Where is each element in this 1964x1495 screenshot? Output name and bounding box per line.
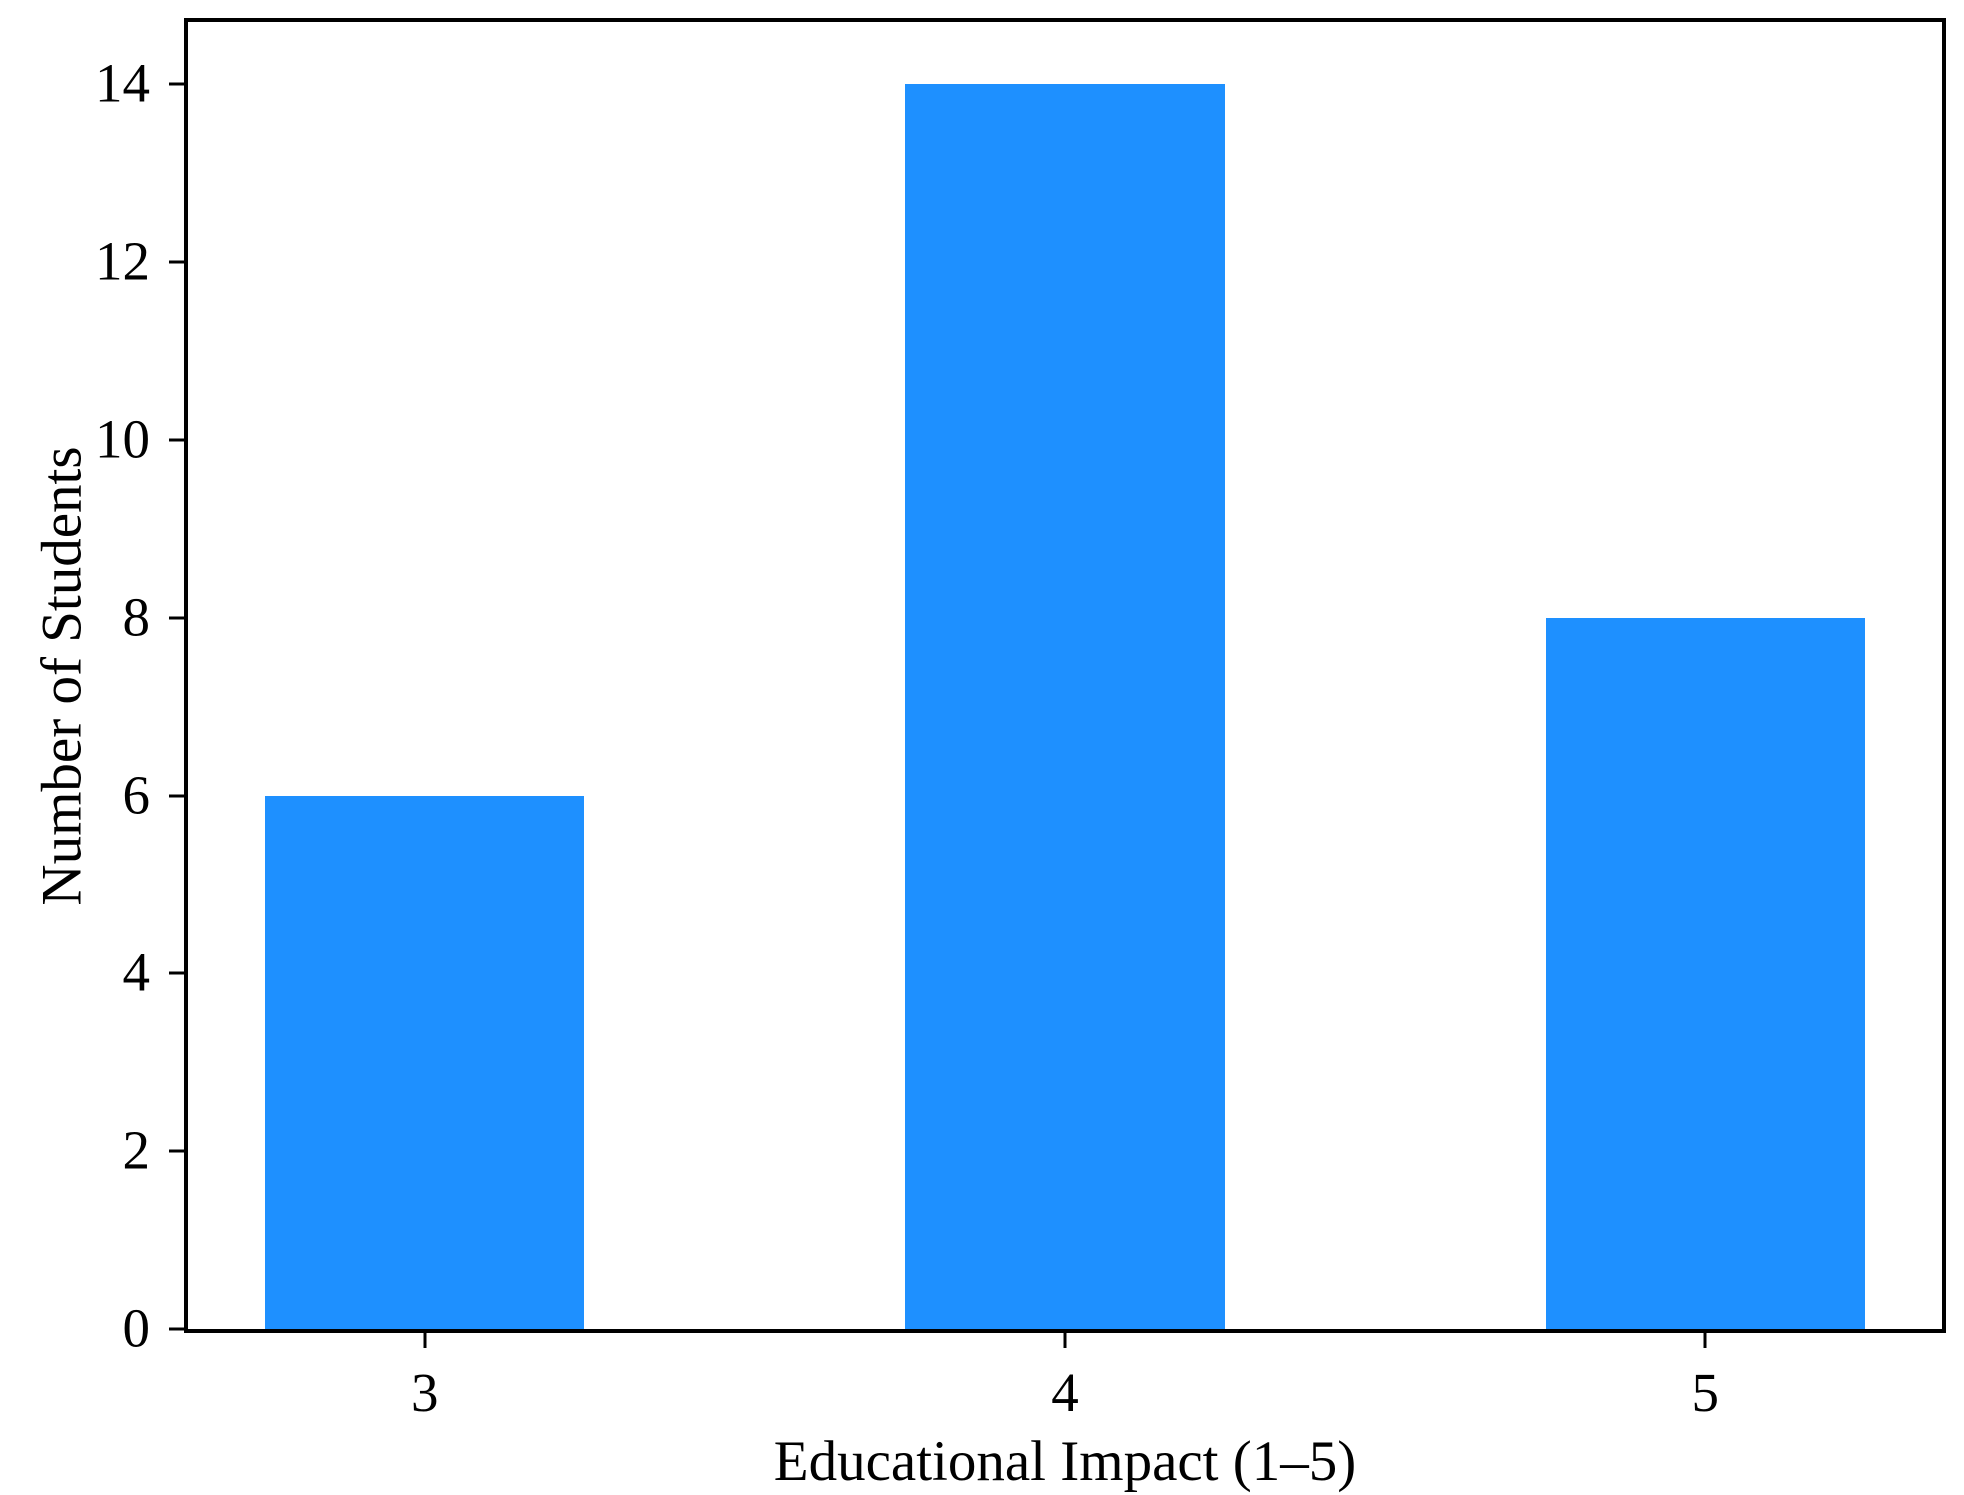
y-tick-label: 12 xyxy=(95,230,150,292)
y-tick-mark xyxy=(169,82,184,86)
x-tick-mark xyxy=(1063,1333,1067,1348)
y-tick-mark xyxy=(169,1149,184,1153)
bar-category-4 xyxy=(905,84,1225,1329)
y-tick-mark xyxy=(169,260,184,264)
y-tick-mark xyxy=(169,794,184,798)
y-tick-label: 0 xyxy=(122,1297,151,1359)
plot-area: Educational Impact (1–5) 0 2 4 6 8 10 12 14 3 4 5 xyxy=(95,22,1942,1490)
y-tick-label: 10 xyxy=(95,408,150,470)
y-tick-label: 4 xyxy=(122,941,151,1003)
x-tick-mark xyxy=(423,1333,427,1348)
x-tick-mark xyxy=(1703,1333,1707,1348)
y-tick-mark xyxy=(169,971,184,975)
y-tick-mark xyxy=(169,438,184,442)
y-tick-label: 6 xyxy=(122,764,151,826)
y-tick-mark xyxy=(169,1327,184,1331)
x-axis-label: Educational Impact (1–5) xyxy=(773,1430,1357,1493)
y-tick-label: 8 xyxy=(122,586,151,648)
bar-category-5 xyxy=(1545,617,1865,1329)
x-tick-label: 3 xyxy=(411,1362,439,1423)
bar-category-3 xyxy=(265,795,585,1329)
x-tick-label: 5 xyxy=(1691,1362,1719,1423)
x-tick-label: 4 xyxy=(1051,1362,1079,1423)
y-tick-mark xyxy=(169,616,184,620)
y-tick-label: 2 xyxy=(122,1119,151,1181)
y-tick-label: 14 xyxy=(95,52,150,114)
y-axis-label: Number of Students xyxy=(30,446,94,906)
